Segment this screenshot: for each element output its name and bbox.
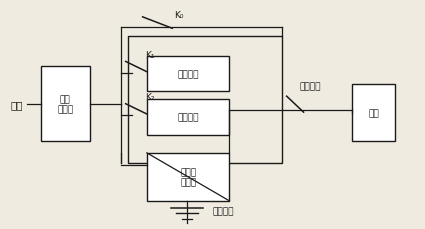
Text: K₂: K₂ [145, 93, 154, 102]
Text: 蓄电池组: 蓄电池组 [212, 207, 234, 216]
Text: 逆变器
充电器: 逆变器 充电器 [180, 167, 196, 187]
Bar [352, 85, 395, 142]
Text: K₁: K₁ [145, 51, 154, 60]
Text: 市电: 市电 [10, 99, 23, 109]
Bar [147, 153, 230, 201]
Text: 升压镇组: 升压镇组 [177, 70, 199, 79]
Bar [41, 67, 90, 142]
Text: K₀: K₀ [174, 11, 184, 20]
Bar [147, 100, 230, 135]
Text: 转换开关: 转换开关 [299, 82, 321, 91]
Text: 低通
滤波器: 低通 滤波器 [57, 95, 74, 114]
Bar [128, 37, 282, 164]
Bar [147, 57, 230, 92]
Text: 负载: 负载 [368, 109, 379, 118]
Text: 降压镇组: 降压镇组 [177, 113, 199, 122]
